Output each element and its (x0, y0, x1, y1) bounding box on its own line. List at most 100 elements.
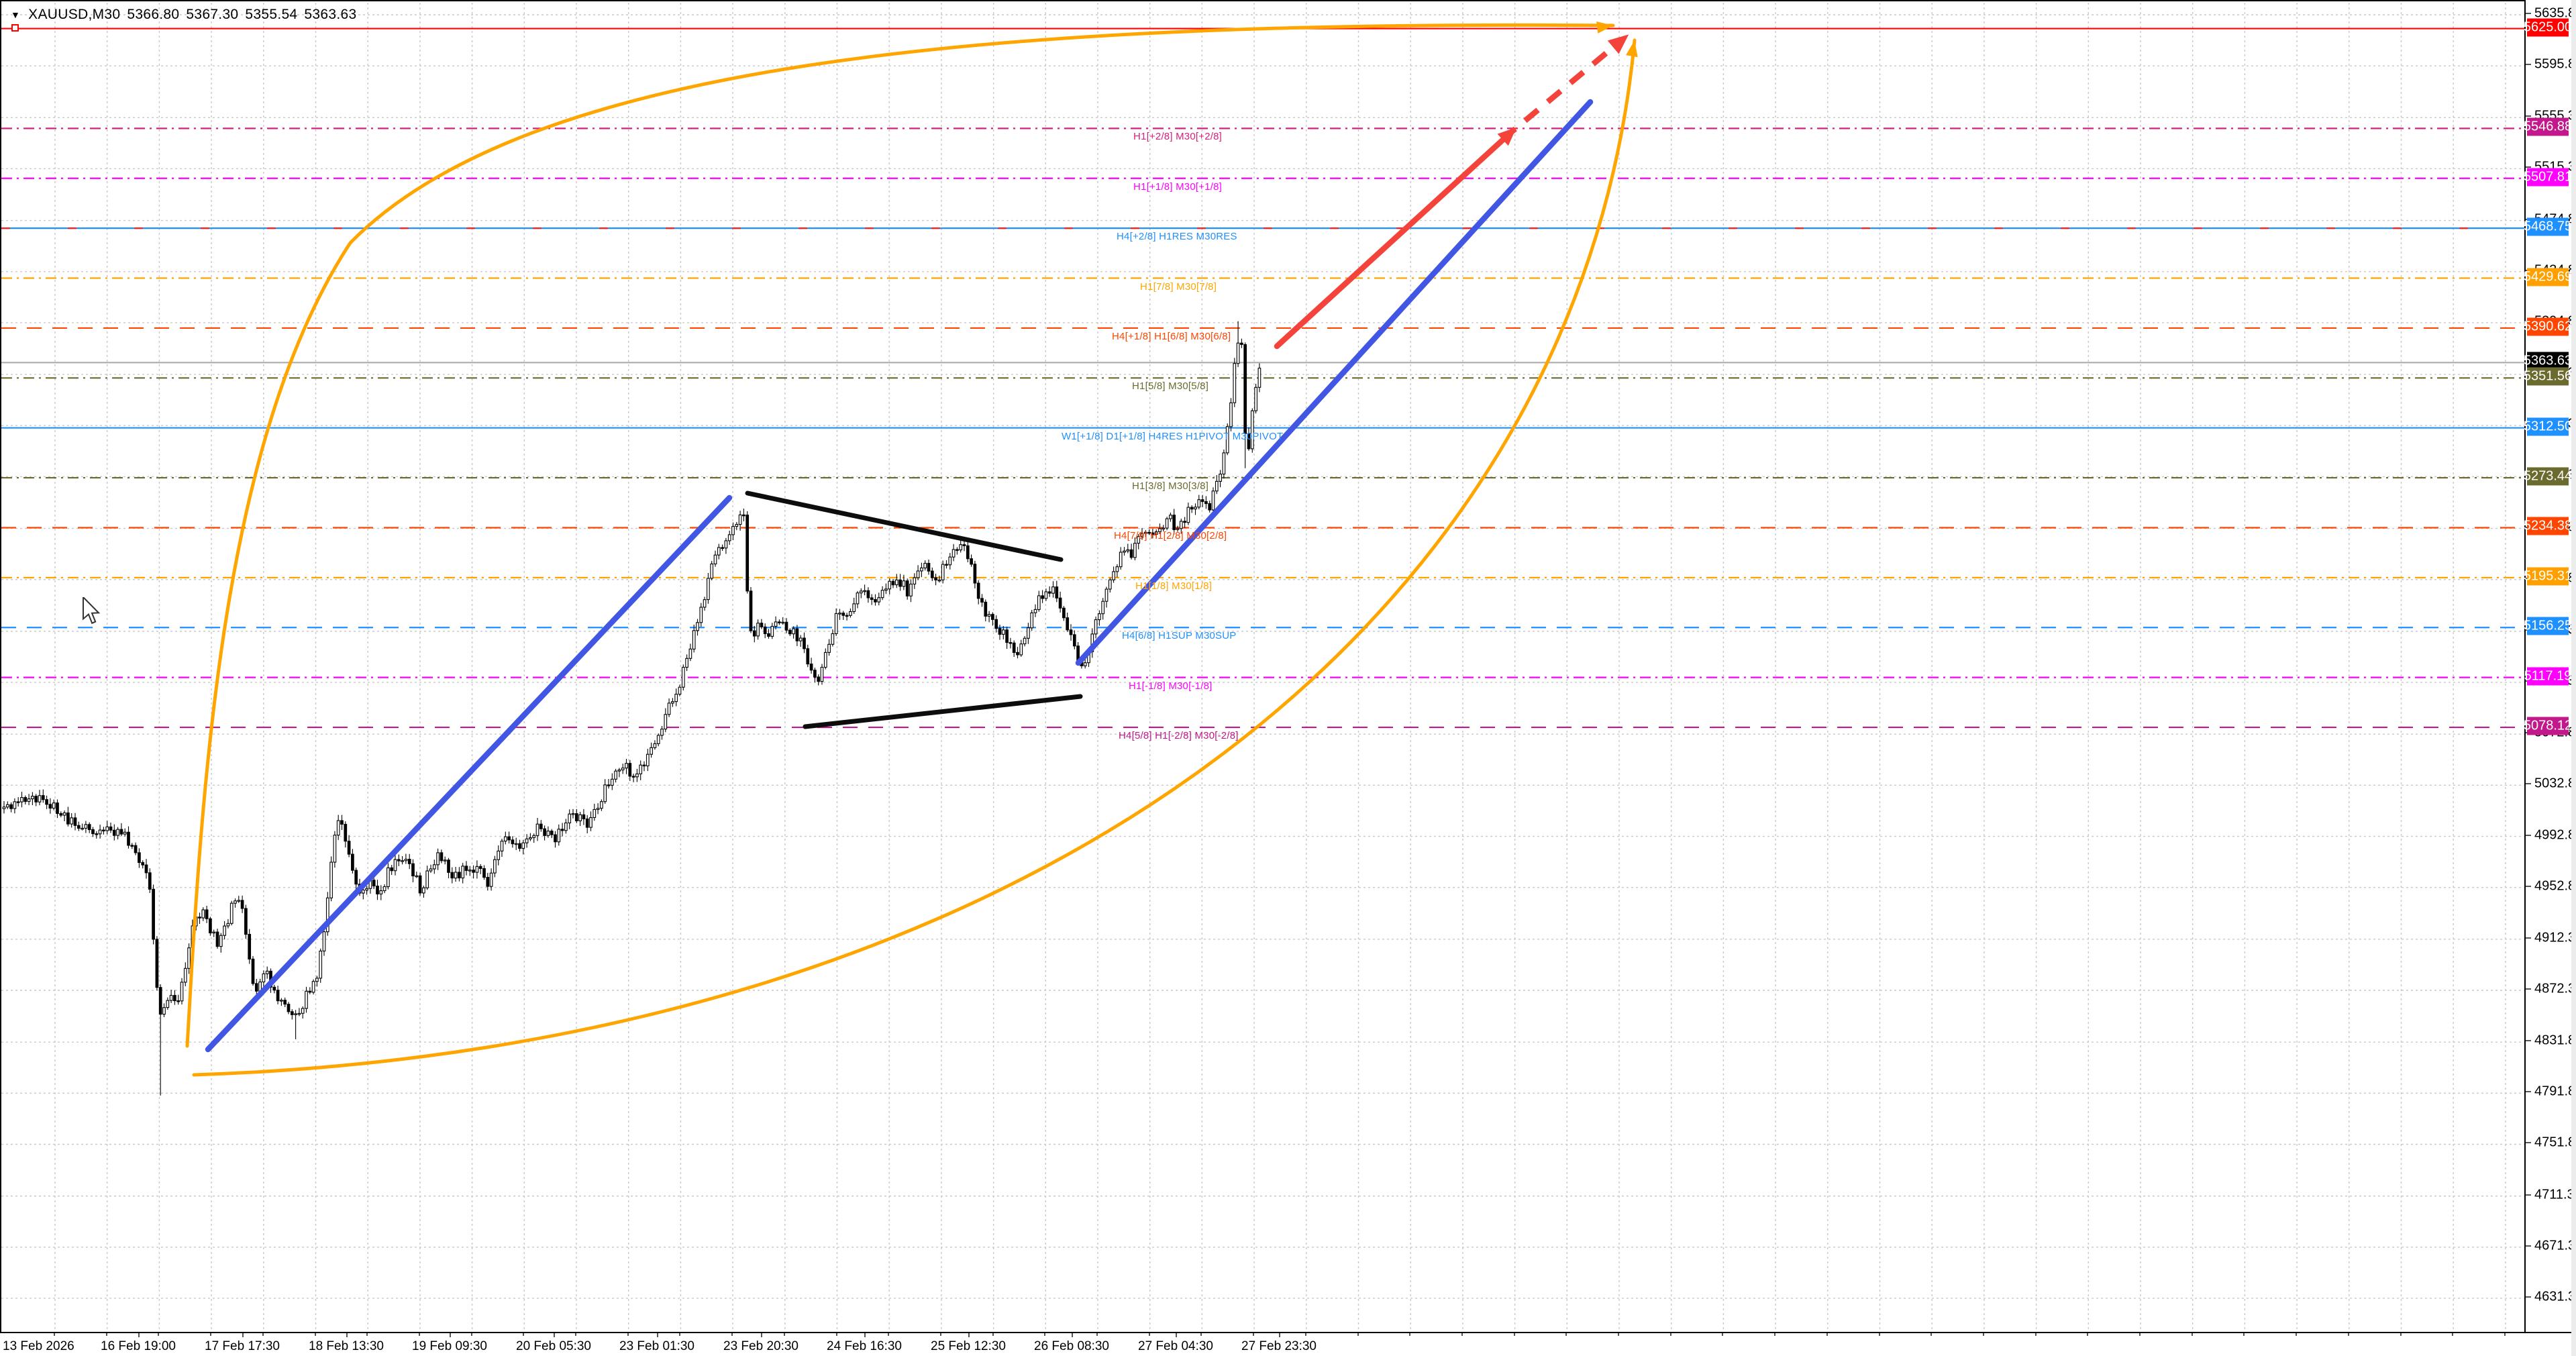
level-price-badge: 5507.81 (2524, 168, 2572, 187)
time-tick (138, 1333, 140, 1337)
price-tick (2526, 1142, 2531, 1144)
time-tick (968, 1333, 970, 1337)
pennant-trendlines[interactable] (745, 490, 1083, 729)
time-minor-tick (2347, 1333, 2349, 1336)
time-minor-tick (2296, 1333, 2298, 1336)
red-dashed-projection-arrow[interactable] (1500, 34, 1629, 142)
symbol-name: XAUUSD,M30 (28, 7, 121, 22)
window-edge (2571, 0, 2576, 1356)
time-tick (554, 1333, 555, 1337)
price-tick (2526, 1040, 2531, 1042)
time-label: 23 Feb 20:30 (723, 1339, 798, 1353)
time-label: 17 Feb 17:30 (205, 1339, 280, 1353)
level-price-badge: 5273.44 (2524, 467, 2572, 486)
time-label: 27 Feb 23:30 (1241, 1339, 1317, 1353)
price-tick (2526, 783, 2531, 785)
time-label: 24 Feb 16:30 (827, 1339, 902, 1353)
time-minor-tick (1618, 1333, 1619, 1336)
price-tick (2526, 64, 2531, 66)
price-scale[interactable]: 5635.805595.805555.305515.305474.805434.… (2524, 0, 2576, 1332)
price-tick (2526, 1194, 2531, 1196)
time-minor-tick (1096, 1333, 1098, 1336)
time-minor-tick (1304, 1333, 1306, 1336)
time-minor-tick (262, 1333, 264, 1336)
price-tick (2526, 1296, 2531, 1298)
time-minor-tick (1722, 1333, 1724, 1336)
price-tick (2526, 166, 2531, 168)
level-price-badge: 5156.25 (2524, 617, 2572, 635)
time-minor-tick (2191, 1333, 2193, 1336)
chart-canvas (1, 3, 2526, 1333)
time-minor-tick (2452, 1333, 2454, 1336)
price-tick-label: 4791.80 (2534, 1084, 2576, 1099)
orange-ellipse-projection[interactable] (185, 21, 1638, 1077)
bar-high: 5367.30 (186, 7, 239, 22)
last-price-badge: 5363.63 (2524, 352, 2572, 370)
time-minor-tick (1461, 1333, 1463, 1336)
level-price-badge: 5351.56 (2524, 367, 2572, 386)
time-tick (1072, 1333, 1073, 1337)
time-minor-tick (2504, 1333, 2506, 1336)
level-label: H4[6/8] H1SUP M30SUP (1122, 630, 1237, 642)
price-tick (2526, 13, 2531, 14)
time-tick (1279, 1333, 1280, 1337)
price-tick-label: 5635.80 (2534, 5, 2576, 21)
time-minor-tick (2243, 1333, 2245, 1336)
bar-low: 5355.54 (245, 7, 298, 22)
time-minor-tick (1513, 1333, 1515, 1336)
level-price-badge: 5078.12 (2524, 717, 2572, 735)
time-minor-tick (1930, 1333, 1933, 1336)
price-tick-label: 4912.30 (2534, 930, 2576, 945)
time-minor-tick (1774, 1333, 1776, 1336)
level-label: H1[3/8] M30[3/8] (1132, 480, 1209, 492)
level-label: H4[+1/8] H1[6/8] M30[6/8] (1112, 330, 1231, 342)
time-minor-tick (1357, 1333, 1359, 1336)
price-tick-label: 4711.30 (2534, 1187, 2576, 1202)
time-label: 16 Feb 19:00 (101, 1339, 176, 1353)
chart-plot-area[interactable]: ▼ XAUUSD,M30 5366.80 5367.30 5355.54 536… (0, 0, 2526, 1333)
level-price-badge: 5117.19 (2524, 667, 2571, 686)
level-label: H1[-1/8] M30[-1/8] (1129, 680, 1213, 692)
time-minor-tick (314, 1333, 316, 1336)
level-price-badge: 5468.75 (2524, 217, 2572, 236)
time-minor-tick (105, 1333, 107, 1336)
time-minor-tick (1409, 1333, 1411, 1336)
time-minor-tick (731, 1333, 733, 1336)
level-price-badge: 5625.00 (2524, 18, 2572, 37)
time-minor-tick (210, 1333, 212, 1336)
time-minor-tick (575, 1333, 576, 1336)
level-label: H1[1/8] M30[1/8] (1135, 580, 1213, 592)
line-anchor-handle (11, 24, 19, 32)
time-minor-tick (366, 1333, 368, 1336)
price-tick-label: 5595.80 (2534, 56, 2576, 72)
level-price-badge: 5195.31 (2524, 567, 2572, 586)
time-minor-tick (992, 1333, 994, 1336)
time-label: 25 Feb 12:30 (931, 1339, 1006, 1353)
price-tick-label: 4631.30 (2534, 1289, 2576, 1304)
level-label: H4[5/8] H1[-2/8] M30[-2/8] (1119, 730, 1239, 742)
symbol-dropdown-icon[interactable]: ▼ (11, 9, 21, 20)
level-price-badge: 5390.62 (2524, 317, 2572, 336)
bar-close: 5363.63 (304, 7, 357, 22)
price-tick (2526, 834, 2531, 836)
price-tick-label: 4671.30 (2534, 1238, 2576, 1253)
time-minor-tick (1148, 1333, 1150, 1336)
price-tick-label: 4952.80 (2534, 878, 2576, 894)
price-tick (2526, 115, 2531, 117)
time-minor-tick (888, 1333, 890, 1336)
time-label: 26 Feb 08:30 (1034, 1339, 1109, 1353)
level-price-badge: 5546.88 (2524, 117, 2572, 136)
time-minor-tick (679, 1333, 681, 1336)
time-label: 18 Feb 13:30 (309, 1339, 384, 1353)
level-label: H1[+1/8] M30[+1/8] (1133, 180, 1223, 193)
time-minor-tick (783, 1333, 785, 1336)
blue-trendlines[interactable] (205, 99, 1594, 1053)
time-minor-tick (1044, 1333, 1046, 1336)
price-tick (2526, 1091, 2531, 1093)
time-minor-tick (1669, 1333, 1671, 1336)
time-minor-tick (939, 1333, 941, 1336)
time-tick (761, 1333, 762, 1337)
time-scale[interactable]: 13 Feb 2026 16 Feb 19:00 17 Feb 17:30 18 Fe… (0, 1332, 2576, 1356)
price-tick-label: 4872.30 (2534, 981, 2576, 996)
